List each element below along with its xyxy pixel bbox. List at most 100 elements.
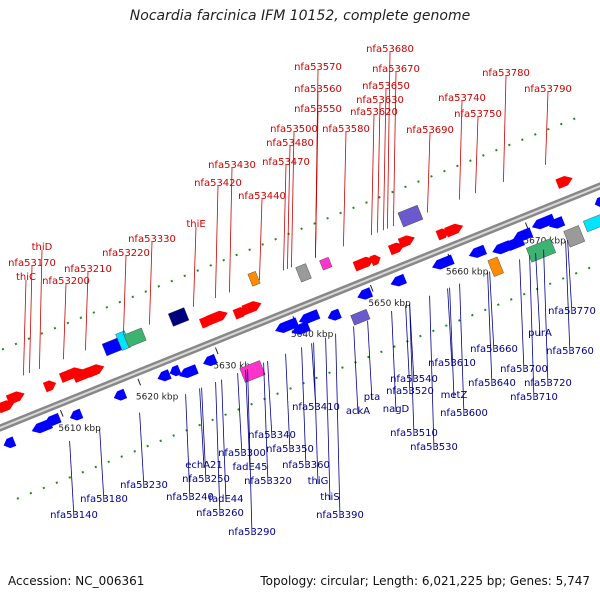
- bottom-gene-label: nfa53320: [244, 476, 292, 487]
- bottom-gene-label: nfa53660: [470, 344, 518, 355]
- scale-tick-label: 5630 kbp: [213, 361, 256, 371]
- gene-feature-box: [319, 256, 333, 271]
- forward-gene-arrow: [5, 391, 25, 405]
- bottom-gene-label: nfa53300: [218, 448, 266, 459]
- bottom-gene-label-leader: [447, 288, 453, 367]
- top-gene-label-leader: [315, 69, 319, 258]
- top-gene-label: nfa53200: [42, 276, 90, 287]
- forward-gene-arrow: [58, 367, 83, 383]
- forward-gene-arrow: [369, 254, 381, 266]
- forward-gene-arrow: [352, 256, 375, 272]
- bottom-gene-label: nfa53640: [468, 378, 516, 389]
- bottom-gene-label: fadE44: [208, 494, 243, 505]
- forward-gene-arrow: [444, 223, 464, 238]
- top-gene-label: nfa53670: [372, 64, 420, 75]
- top-gene-label-leader: [291, 131, 295, 268]
- top-gene-label-leader: [287, 145, 291, 269]
- reverse-gene-arrow: [3, 436, 17, 449]
- bottom-gene-label: nfa53250: [182, 474, 230, 485]
- scale-tick-label: 5610 kbp: [58, 424, 101, 434]
- top-gene-label-leader: [459, 100, 463, 200]
- top-gene-label: thiC: [16, 272, 36, 283]
- reverse-gene-arrow: [169, 364, 182, 377]
- top-gene-label: nfa53550: [294, 104, 342, 115]
- top-gene-label: nfa53750: [454, 109, 502, 120]
- reverse-gene-arrow: [203, 354, 218, 367]
- top-gene-label-leader: [545, 91, 549, 165]
- top-gene-label: nfa53480: [266, 138, 314, 149]
- top-gene-label-leader: [387, 51, 391, 229]
- bottom-gene-label-leader: [429, 295, 435, 451]
- bottom-gene-label: echA21: [185, 460, 223, 471]
- bottom-gene-label-leader: [535, 252, 541, 337]
- reverse-gene-arrow: [531, 213, 556, 230]
- bottom-gene-label: nfa53350: [266, 444, 314, 455]
- accession-text: Accession: NC_006361: [8, 574, 145, 588]
- scale-tick-label: 5640 kbp: [291, 330, 334, 340]
- top-gene-label: nfa53570: [294, 62, 342, 73]
- bottom-gene-label-leader: [519, 259, 525, 373]
- reverse-gene-arrow: [432, 254, 455, 270]
- bottom-gene-label-leader: [221, 379, 227, 503]
- bottom-gene-label: ackA: [346, 406, 370, 417]
- top-gene-label: thiD: [32, 242, 53, 253]
- bottom-gene-label-leader: [185, 394, 191, 501]
- genes: [0, 175, 600, 449]
- bottom-gene-label-leader: [201, 387, 207, 483]
- bottom-gene-label: nfa53760: [546, 346, 594, 357]
- reverse-gene-arrow: [327, 308, 342, 321]
- bottom-gene-label: nfa53700: [500, 364, 548, 375]
- bottom-gene-label-leader: [543, 249, 549, 387]
- top-gene-label: nfa53500: [270, 124, 318, 135]
- bottom-gene-label: pta: [364, 392, 380, 403]
- gene-feature-box: [583, 213, 600, 233]
- gene-feature-box: [397, 204, 424, 228]
- scale-tick-label: 5620 kbp: [136, 393, 179, 403]
- bottom-gene-label: nfa53770: [548, 306, 596, 317]
- reverse-gene-arrow: [291, 321, 311, 335]
- bottom-gene-label-leader: [199, 388, 205, 469]
- gene-feature-box: [350, 308, 371, 326]
- bottom-gene-label: nfa53360: [282, 460, 330, 471]
- gene-feature-box: [247, 271, 261, 287]
- bottom-gene-label-leader: [335, 333, 341, 519]
- reverse-gene-arrow: [113, 388, 128, 401]
- top-gene-label: nfa53790: [524, 84, 572, 95]
- bottom-gene-label-leader: [237, 373, 243, 457]
- top-gene-label: nfa53740: [438, 93, 486, 104]
- top-gene-label-leader: [377, 102, 381, 233]
- top-gene-label-leader: [503, 75, 507, 182]
- bottom-gene-label-leader: [245, 369, 251, 471]
- bottom-gene-label-leader: [313, 342, 319, 485]
- top-gene-label: nfa53220: [102, 248, 150, 259]
- reverse-gene-arrow: [275, 317, 300, 333]
- tracks: [0, 114, 600, 500]
- bottom-gene-label-leader: [69, 440, 75, 519]
- reverse-gene-arrow: [512, 227, 534, 242]
- top-gene-label: nfa53680: [366, 44, 414, 55]
- bottom-gene-label-leader: [285, 353, 291, 453]
- topology-text: Topology: circular; Length: 6,021,225 bp…: [260, 574, 590, 588]
- reverse-gene-arrow: [179, 364, 199, 379]
- top-gene-label: nfa53620: [350, 107, 398, 118]
- top-gene-label-leader: [23, 279, 27, 376]
- bottom-gene-label: nagD: [383, 404, 410, 415]
- top-gene-label-leader: [215, 185, 219, 298]
- bottom-gene-label: nfa53530: [410, 442, 458, 453]
- top-gene-label-leader: [383, 88, 387, 231]
- forward-gene-arrow: [42, 380, 57, 393]
- gene-feature-box: [167, 307, 190, 327]
- top-gene-label-leader: [371, 114, 375, 236]
- top-gene-label-leader: [427, 132, 431, 213]
- top-gene-label-leader: [229, 167, 233, 293]
- bottom-gene-label-leader: [139, 412, 145, 489]
- page-title: Nocardia farcinica IFM 10152, complete g…: [129, 8, 471, 24]
- top-gene-label: nfa53630: [356, 95, 404, 106]
- reverse-gene-arrow: [390, 273, 407, 287]
- bottom-gene-label-leader: [405, 305, 411, 395]
- scale-tick: [369, 284, 374, 292]
- scale-tick-label: 5650 kbp: [368, 299, 411, 309]
- top-gene-label: nfa53560: [294, 84, 342, 95]
- top-gene-label: nfa53690: [406, 125, 454, 136]
- forward-gene-arrow: [85, 364, 105, 378]
